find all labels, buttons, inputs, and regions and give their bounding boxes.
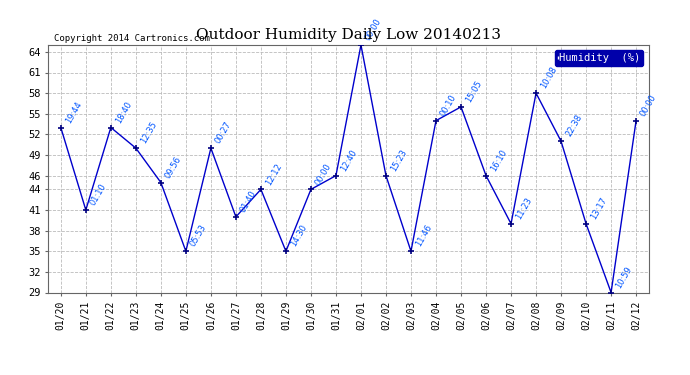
Text: 13:17: 13:17 (589, 196, 609, 221)
Text: 12:12: 12:12 (264, 162, 284, 187)
Text: 00:27: 00:27 (214, 120, 233, 146)
Text: 12:40: 12:40 (339, 148, 358, 173)
Title: Outdoor Humidity Daily Low 20140213: Outdoor Humidity Daily Low 20140213 (196, 28, 501, 42)
Text: 00:00: 00:00 (364, 17, 384, 42)
Text: 15:05: 15:05 (464, 79, 484, 104)
Text: 11:46: 11:46 (414, 223, 433, 249)
Text: 10:08: 10:08 (539, 65, 558, 90)
Text: 00:00: 00:00 (314, 162, 333, 187)
Text: 00:10: 00:10 (439, 93, 458, 118)
Text: 14:30: 14:30 (288, 223, 308, 249)
Text: 09:56: 09:56 (164, 154, 184, 180)
Text: Copyright 2014 Cartronics.com: Copyright 2014 Cartronics.com (55, 33, 210, 42)
Text: 16:10: 16:10 (489, 148, 509, 173)
Text: 18:40: 18:40 (114, 99, 133, 125)
Text: 01:40: 01:40 (239, 189, 258, 214)
Text: 10:59: 10:59 (614, 265, 633, 290)
Text: 19:44: 19:44 (63, 100, 83, 125)
Text: 11:23: 11:23 (514, 196, 533, 221)
Text: 15:23: 15:23 (388, 148, 408, 173)
Text: 22:38: 22:38 (564, 113, 584, 138)
Text: 00:00: 00:00 (639, 93, 658, 118)
Text: 01:10: 01:10 (88, 182, 108, 207)
Legend: Humidity  (%): Humidity (%) (555, 50, 643, 66)
Text: 12:35: 12:35 (139, 120, 158, 146)
Text: 05:53: 05:53 (188, 223, 208, 249)
